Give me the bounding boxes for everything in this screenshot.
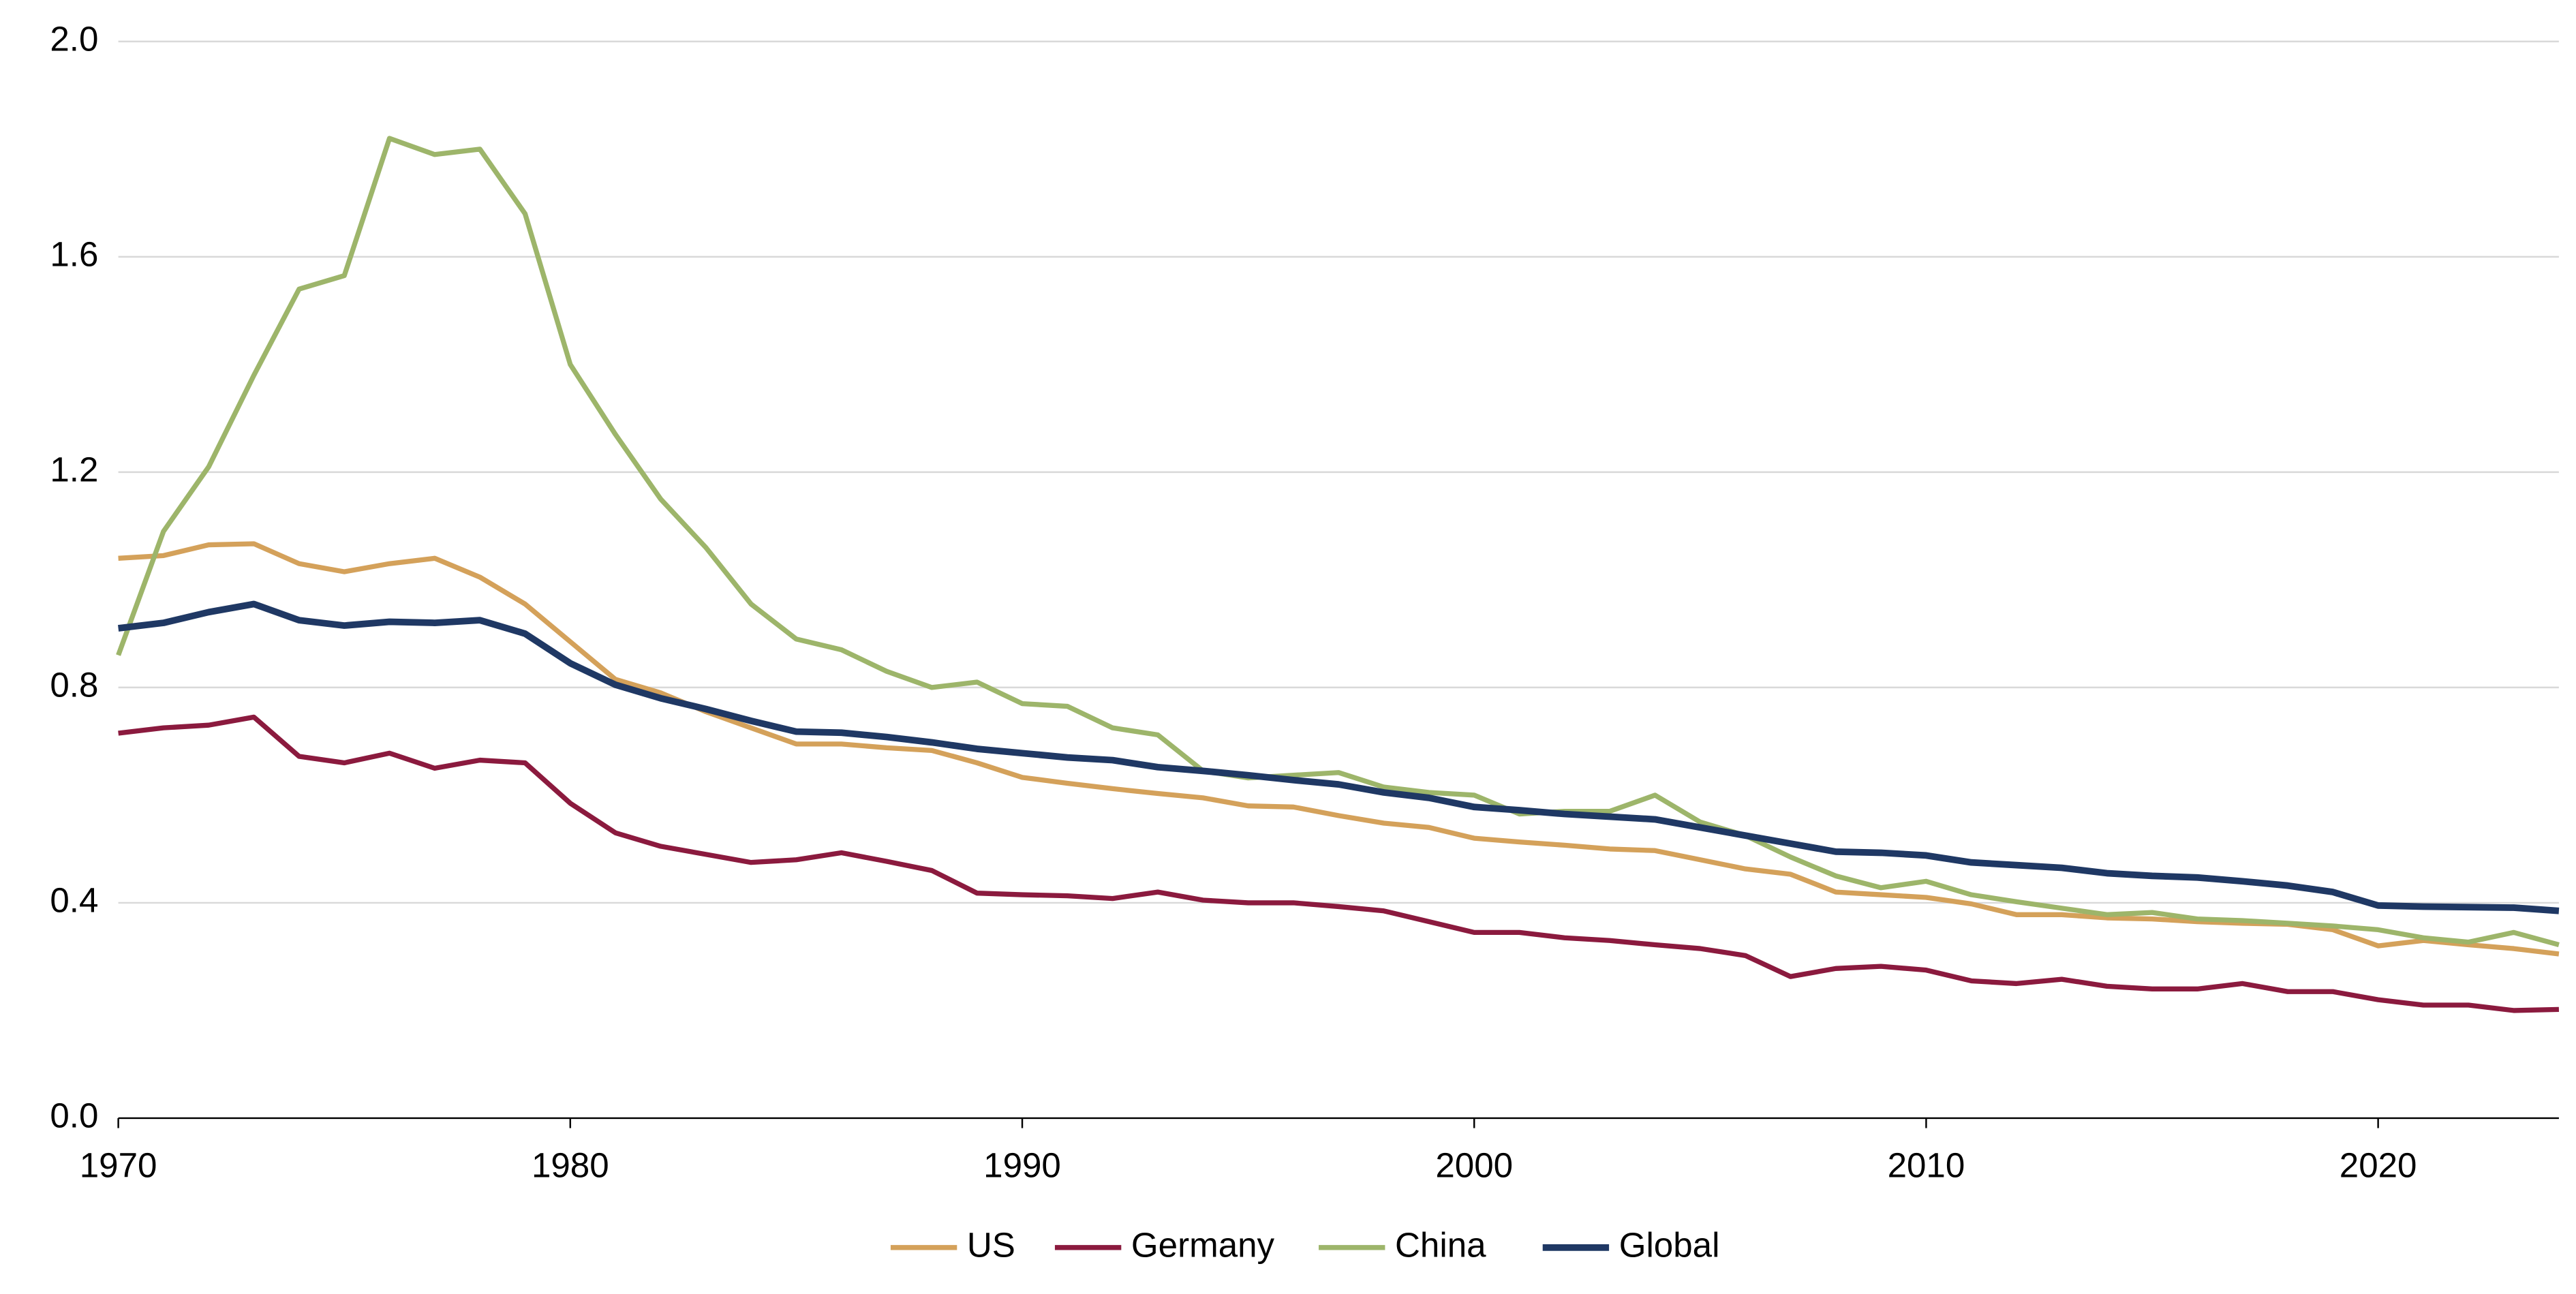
y-tick-label: 1.6 [50, 234, 98, 273]
y-tick-label: 0.8 [50, 665, 98, 704]
x-tick-label: 1970 [80, 1145, 157, 1184]
legend-label: Germany [1131, 1225, 1275, 1264]
legend-label: Global [1619, 1225, 1720, 1264]
series-line [118, 541, 2560, 957]
series-line [116, 136, 2560, 948]
y-tick-label: 0.4 [50, 880, 98, 919]
y-tick-label: 2.0 [50, 19, 98, 58]
x-tick-label: 2020 [2340, 1145, 2417, 1184]
legend-label: US [967, 1225, 1015, 1264]
legend-label: China [1395, 1225, 1486, 1264]
y-tick-label: 0.0 [50, 1096, 98, 1135]
series-line [118, 600, 2560, 914]
x-tick-label: 2010 [1888, 1145, 1965, 1184]
x-tick-label: 1980 [532, 1145, 609, 1184]
x-tick-label: 2000 [1435, 1145, 1513, 1184]
y-tick-label: 1.2 [50, 450, 98, 489]
series-line [118, 714, 2560, 1013]
x-tick-label: 1990 [983, 1145, 1061, 1184]
